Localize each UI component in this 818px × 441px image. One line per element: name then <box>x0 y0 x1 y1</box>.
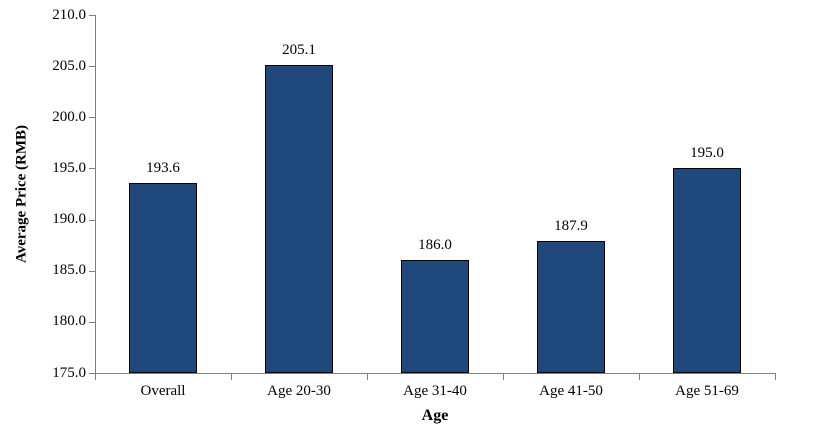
y-axis-line <box>95 15 96 373</box>
x-axis-tick <box>775 374 776 380</box>
y-axis-tick <box>89 15 95 16</box>
y-tick-label: 180.0 <box>52 313 86 329</box>
x-tick-label: Age 51-69 <box>675 383 739 399</box>
y-axis-tick <box>89 168 95 169</box>
y-tick-label: 210.0 <box>52 7 86 23</box>
bar-value-label: 187.9 <box>554 218 588 234</box>
bar <box>537 241 605 373</box>
bar <box>673 168 741 373</box>
y-axis-tick <box>89 373 95 374</box>
x-tick-label: Age 20-30 <box>267 383 331 399</box>
y-axis-tick <box>89 322 95 323</box>
x-axis-tick <box>231 374 232 380</box>
y-tick-label: 175.0 <box>52 365 86 381</box>
bar <box>401 260 469 373</box>
x-axis-tick <box>639 374 640 380</box>
y-tick-label: 190.0 <box>52 211 86 227</box>
y-tick-label: 200.0 <box>52 109 86 125</box>
bar <box>129 183 197 373</box>
y-axis-tick <box>89 220 95 221</box>
x-tick-label: Age 31-40 <box>403 383 467 399</box>
y-axis-tick <box>89 117 95 118</box>
bar <box>265 65 333 373</box>
x-axis-tick <box>95 374 96 380</box>
y-axis-tick <box>89 271 95 272</box>
x-axis-tick <box>367 374 368 380</box>
bar-value-label: 186.0 <box>418 237 452 253</box>
y-axis-tick <box>89 66 95 67</box>
y-tick-label: 185.0 <box>52 262 86 278</box>
x-axis-tick <box>503 374 504 380</box>
y-axis-title: Average Price (RMB) <box>13 125 30 263</box>
bar-value-label: 193.6 <box>146 160 180 176</box>
y-tick-label: 205.0 <box>52 58 86 74</box>
bar-value-label: 205.1 <box>282 42 316 58</box>
y-tick-label: 195.0 <box>52 160 86 176</box>
x-tick-label: Overall <box>140 383 186 399</box>
x-tick-label: Age 41-50 <box>539 383 603 399</box>
bar-value-label: 195.0 <box>690 145 724 161</box>
x-axis-line <box>95 373 776 374</box>
x-axis-title: Age <box>421 407 449 424</box>
